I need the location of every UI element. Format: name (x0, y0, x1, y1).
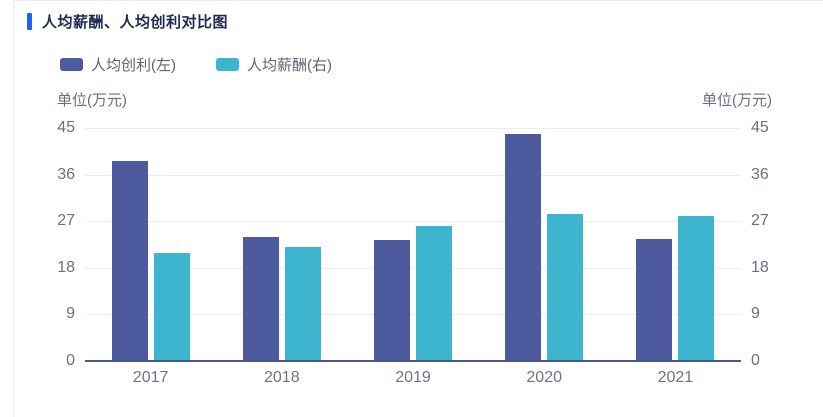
y-axis-tick-left-0: 0 (66, 352, 75, 369)
card-left-border (13, 0, 14, 417)
gridline-18 (85, 267, 741, 269)
bar-人均薪酬(右)-2019 (416, 225, 452, 361)
y-axis-unit-left: 单位(万元) (57, 92, 127, 109)
y-axis-tick-right-27: 27 (751, 212, 769, 230)
legend-swatch-profit-icon (60, 58, 83, 71)
y-axis-tick-left-27: 27 (57, 212, 75, 230)
legend-swatch-salary-icon (216, 58, 239, 71)
x-axis-label-2017: 2017 (132, 369, 169, 386)
x-axis-line (85, 360, 741, 362)
y-axis-tick-left-36: 36 (57, 165, 75, 183)
bar-人均创利(左)-2021 (636, 238, 673, 361)
x-axis-label-2018: 2018 (264, 369, 300, 386)
y-axis-tick-right-9: 9 (751, 305, 760, 323)
y-axis-tick-right-18: 18 (751, 258, 769, 276)
bar-人均薪酬(右)-2018 (284, 246, 321, 361)
gridline-9 (85, 314, 741, 316)
y-axis-tick-left-45: 45 (57, 119, 75, 136)
y-axis-unit-right: 单位(万元) (702, 92, 772, 109)
chart-legend: 人均创利(左) 人均薪酬(右) (60, 54, 332, 75)
bar-人均创利(左)-2020 (505, 133, 542, 361)
y-axis-tick-left-9: 9 (66, 305, 75, 323)
bar-人均创利(左)-2017 (111, 160, 148, 361)
gridline-45 (85, 128, 741, 129)
bar-人均创利(左)-2019 (374, 239, 410, 361)
legend-label-profit: 人均创利(左) (91, 57, 176, 74)
legend-item-salary[interactable]: 人均薪酬(右) (216, 54, 332, 75)
bar-人均薪酬(右)-2021 (678, 215, 715, 361)
gridline-27 (85, 221, 741, 223)
y-axis-tick-right-0: 0 (751, 352, 760, 369)
y-axis-tick-right-36: 36 (751, 165, 769, 183)
gridline-36 (85, 174, 741, 176)
bar-人均薪酬(右)-2017 (153, 253, 190, 361)
x-axis-label-2019: 2019 (395, 369, 431, 386)
bar-人均薪酬(右)-2020 (547, 214, 584, 361)
y-axis-tick-left-18: 18 (57, 258, 75, 276)
legend-item-profit[interactable]: 人均创利(左) (60, 54, 176, 75)
legend-label-salary: 人均薪酬(右) (247, 57, 332, 74)
card-top-border (13, 0, 823, 1)
bar-chart-plot-area: 0 0 9 9 18 18 27 27 36 36 45 45 2017 2018 2019 2020 2021 (57, 119, 769, 386)
page-title: 人均薪酬、人均创利对比图 (42, 14, 229, 31)
x-axis-label-2021: 2021 (657, 369, 694, 386)
bar-人均创利(左)-2018 (242, 237, 279, 361)
y-axis-tick-right-45: 45 (751, 119, 769, 136)
chart-title-row: 人均薪酬、人均创利对比图 (27, 11, 228, 32)
x-axis-label-2020: 2020 (526, 369, 562, 386)
title-accent-bar-icon (27, 13, 32, 30)
